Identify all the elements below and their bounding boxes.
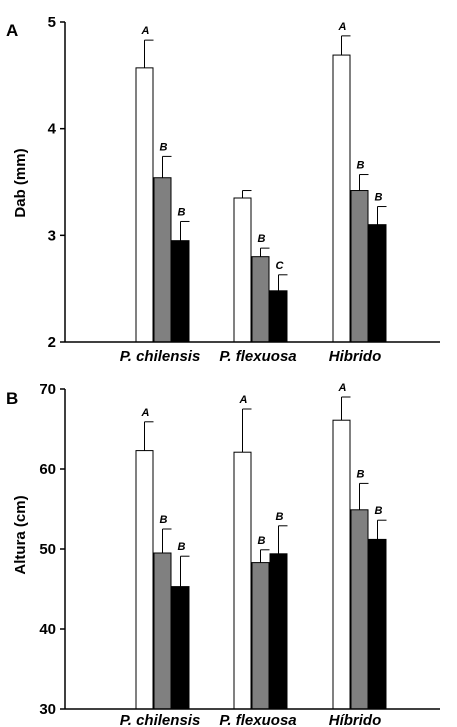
error-bar — [163, 529, 172, 553]
bar — [351, 510, 368, 709]
x-category-label: P. flexuosa — [219, 348, 296, 365]
significance-letter: A — [239, 394, 248, 406]
significance-letter: B — [375, 505, 383, 517]
significance-letter: B — [258, 233, 266, 245]
panel-a-bars: A A B B B B C B — [136, 21, 387, 342]
significance-letter: B — [375, 192, 383, 204]
y-tick-label: 3 — [48, 227, 56, 244]
error-bar — [378, 207, 387, 225]
panel-a-chart: A Dab (mm) A A B B B B C B 2 3 4 5 P. chilensis P. f… — [6, 14, 440, 365]
bar — [154, 178, 171, 342]
x-category-label: Híbrido — [329, 712, 382, 727]
error-bar — [163, 156, 172, 177]
significance-letter: B — [357, 160, 365, 172]
bar — [154, 553, 171, 709]
significance-letter: B — [357, 468, 365, 480]
significance-letter: A — [141, 25, 150, 37]
x-category-label: P. chilensis — [120, 712, 201, 727]
bar — [270, 291, 287, 342]
bar — [369, 539, 386, 709]
x-category-label: P. chilensis — [120, 348, 201, 365]
panel-a-y-axis-label: Dab (mm) — [12, 148, 29, 217]
bar — [136, 68, 153, 342]
y-tick-label: 40 — [39, 621, 56, 638]
error-bar — [360, 483, 369, 509]
error-bar — [261, 550, 270, 563]
error-bar — [342, 397, 351, 420]
bar — [333, 55, 350, 342]
error-bar — [279, 526, 288, 554]
significance-letter: A — [141, 407, 150, 419]
error-bar — [243, 191, 252, 198]
y-tick-label: 60 — [39, 461, 56, 478]
error-bar — [181, 221, 190, 240]
bar — [172, 587, 189, 709]
significance-letter: B — [258, 535, 266, 547]
error-bar — [181, 556, 190, 586]
error-bar — [378, 520, 387, 539]
bar — [234, 198, 251, 342]
bar — [333, 420, 350, 709]
panel-a-letter: A — [6, 21, 18, 40]
y-tick-label: 2 — [48, 334, 56, 351]
significance-letter: A — [338, 382, 347, 394]
bar — [252, 257, 269, 342]
significance-letter: C — [276, 260, 285, 272]
error-bar — [360, 175, 369, 191]
significance-letter: B — [178, 541, 186, 553]
error-bar — [243, 409, 252, 452]
bar — [136, 451, 153, 709]
significance-letter: B — [276, 511, 284, 523]
y-tick-label: 30 — [39, 701, 56, 718]
bar — [172, 241, 189, 342]
y-tick-label: 70 — [39, 381, 56, 398]
x-category-label: P. flexuosa — [219, 712, 296, 727]
panel-b-y-axis-label: Altura (cm) — [12, 495, 29, 574]
significance-letter: B — [160, 141, 168, 153]
y-tick-label: 5 — [48, 14, 56, 31]
panel-b-letter: B — [6, 389, 18, 408]
error-bar — [342, 36, 351, 55]
bar — [369, 225, 386, 342]
error-bar — [279, 275, 288, 291]
y-tick-label: 50 — [39, 541, 56, 558]
significance-letter: B — [178, 206, 186, 218]
x-category-label: Hibrido — [329, 348, 382, 365]
bar — [252, 563, 269, 709]
significance-letter: B — [160, 514, 168, 526]
bar — [234, 452, 251, 709]
bar — [270, 554, 287, 709]
error-bar — [145, 40, 154, 68]
bar — [351, 191, 368, 342]
error-bar — [145, 422, 154, 451]
y-tick-label: 4 — [48, 121, 57, 138]
significance-letter: A — [338, 21, 347, 33]
error-bar — [261, 248, 270, 257]
